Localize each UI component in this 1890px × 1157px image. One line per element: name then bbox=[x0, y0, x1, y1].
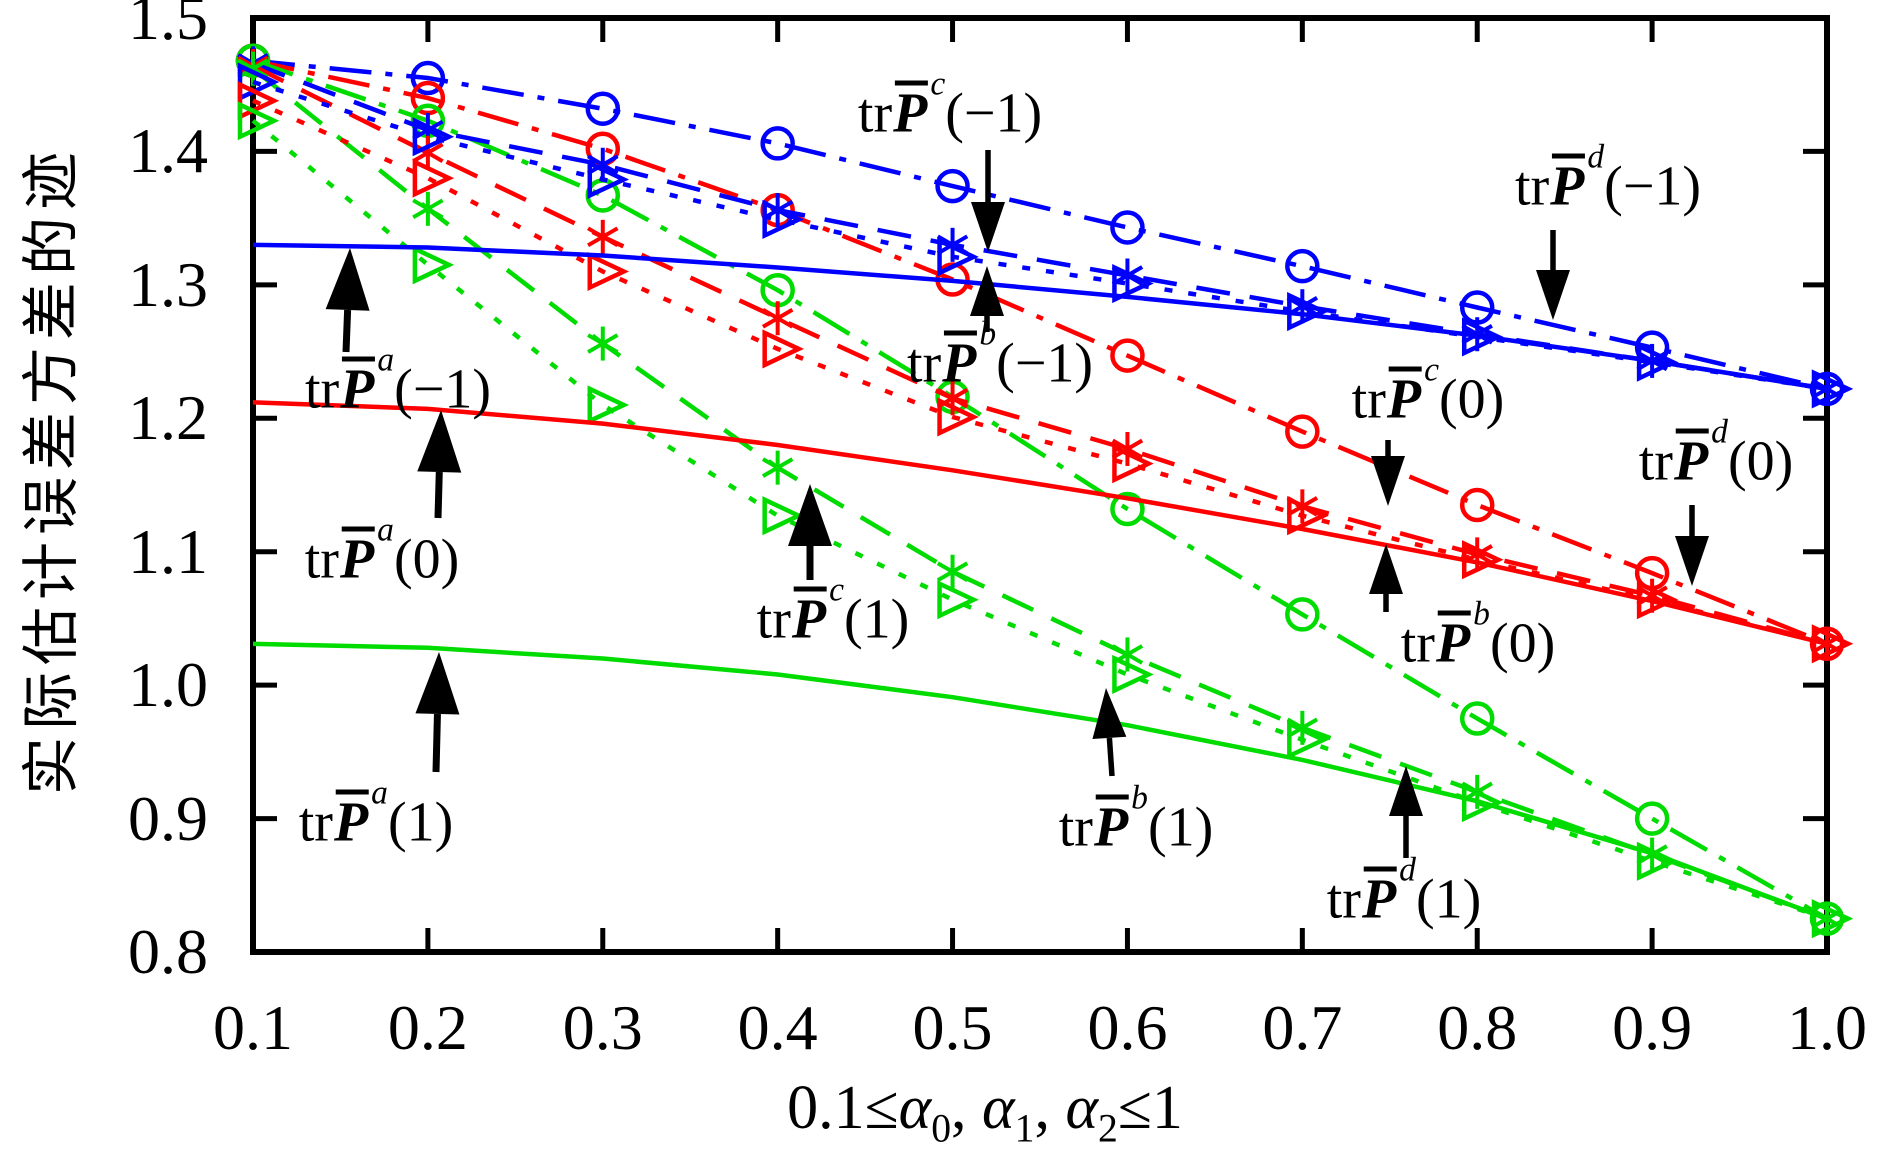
arrow-head-d-1 bbox=[1389, 766, 1423, 816]
x-tick-0.2: 0.2 bbox=[387, 992, 468, 1063]
annotation-d-1: trPd(1) bbox=[1326, 851, 1482, 931]
annotation-arrows bbox=[325, 150, 1709, 858]
annotation-d-0: trPd(0) bbox=[1638, 413, 1794, 493]
x-axis-label: 0.1≤α0, α1, α2≤1 bbox=[787, 1074, 1183, 1151]
annotation-c-0: trPc(0) bbox=[1351, 351, 1505, 431]
arrow-head-a-neg1 bbox=[325, 248, 370, 311]
x-tick-0.1: 0.1 bbox=[213, 992, 293, 1063]
axis-ticks bbox=[250, 15, 1830, 955]
arrow-shaft-a-1 bbox=[432, 713, 441, 773]
y-tick-1.5: 1.5 bbox=[128, 0, 208, 53]
arrow-head-d-0 bbox=[1675, 536, 1709, 586]
annotation-d-neg1: trPd(−1) bbox=[1514, 138, 1702, 218]
arrow-shaft-a-neg1 bbox=[342, 309, 352, 353]
arrow-head-d-neg1 bbox=[1536, 270, 1570, 320]
series-a-1 bbox=[252, 641, 1828, 921]
arrow-shaft-a-0 bbox=[434, 471, 443, 519]
axes-box bbox=[250, 15, 1830, 955]
x-tick-0.5: 0.5 bbox=[912, 992, 993, 1063]
arrow-shaft-b-1 bbox=[1106, 737, 1115, 777]
x-tick-0.4: 0.4 bbox=[737, 992, 818, 1063]
y-tick-0.9: 0.9 bbox=[128, 782, 208, 854]
series-a-0 bbox=[252, 400, 1828, 646]
y-tick-1.2: 1.2 bbox=[128, 382, 208, 454]
annotation-b-1: trPb(1) bbox=[1058, 779, 1214, 859]
x-tick-0.3: 0.3 bbox=[562, 992, 643, 1063]
series-b-1 bbox=[237, 101, 1854, 939]
arrow-head-c-0 bbox=[1371, 456, 1405, 506]
annotation-a-1: trPa(1) bbox=[298, 774, 454, 854]
annotation-a-neg1: trPa(−1) bbox=[304, 341, 492, 421]
arrow-head-b-neg1 bbox=[970, 266, 1004, 316]
annotation-b-0: trPb(0) bbox=[1400, 595, 1556, 675]
arrow-head-c-neg1 bbox=[971, 202, 1005, 252]
annotation-c-1: trPc(1) bbox=[756, 571, 910, 651]
x-tick-0.9: 0.9 bbox=[1612, 992, 1693, 1063]
annotation-c-neg1: trPc(−1) bbox=[857, 65, 1043, 145]
y-tick-1.0: 1.0 bbox=[128, 649, 208, 721]
y-tick-0.8: 0.8 bbox=[128, 916, 208, 987]
arrow-head-a-0 bbox=[417, 410, 462, 473]
y-tick-1.1: 1.1 bbox=[128, 515, 208, 587]
x-tick-0.8: 0.8 bbox=[1437, 992, 1518, 1063]
arrow-head-b-1 bbox=[1092, 688, 1127, 740]
annotation-a-0: trPa(0) bbox=[304, 511, 460, 591]
x-tick-1.0: 1.0 bbox=[1787, 992, 1867, 1063]
series-b-neg1 bbox=[237, 62, 1854, 409]
x-tick-0.7: 0.7 bbox=[1262, 992, 1343, 1063]
y-tick-1.4: 1.4 bbox=[128, 115, 208, 187]
y-tick-1.3: 1.3 bbox=[128, 248, 208, 320]
x-tick-0.6: 0.6 bbox=[1087, 992, 1168, 1063]
annotation-b-neg1: trPb(−1) bbox=[906, 315, 1094, 395]
arrow-head-a-1 bbox=[415, 652, 460, 715]
y-axis-label: 实际估计误差方差的迹 bbox=[19, 144, 84, 796]
series-a-neg1 bbox=[252, 242, 1828, 392]
arrow-head-c-1 bbox=[788, 484, 832, 546]
arrow-head-b-0 bbox=[1369, 544, 1403, 594]
